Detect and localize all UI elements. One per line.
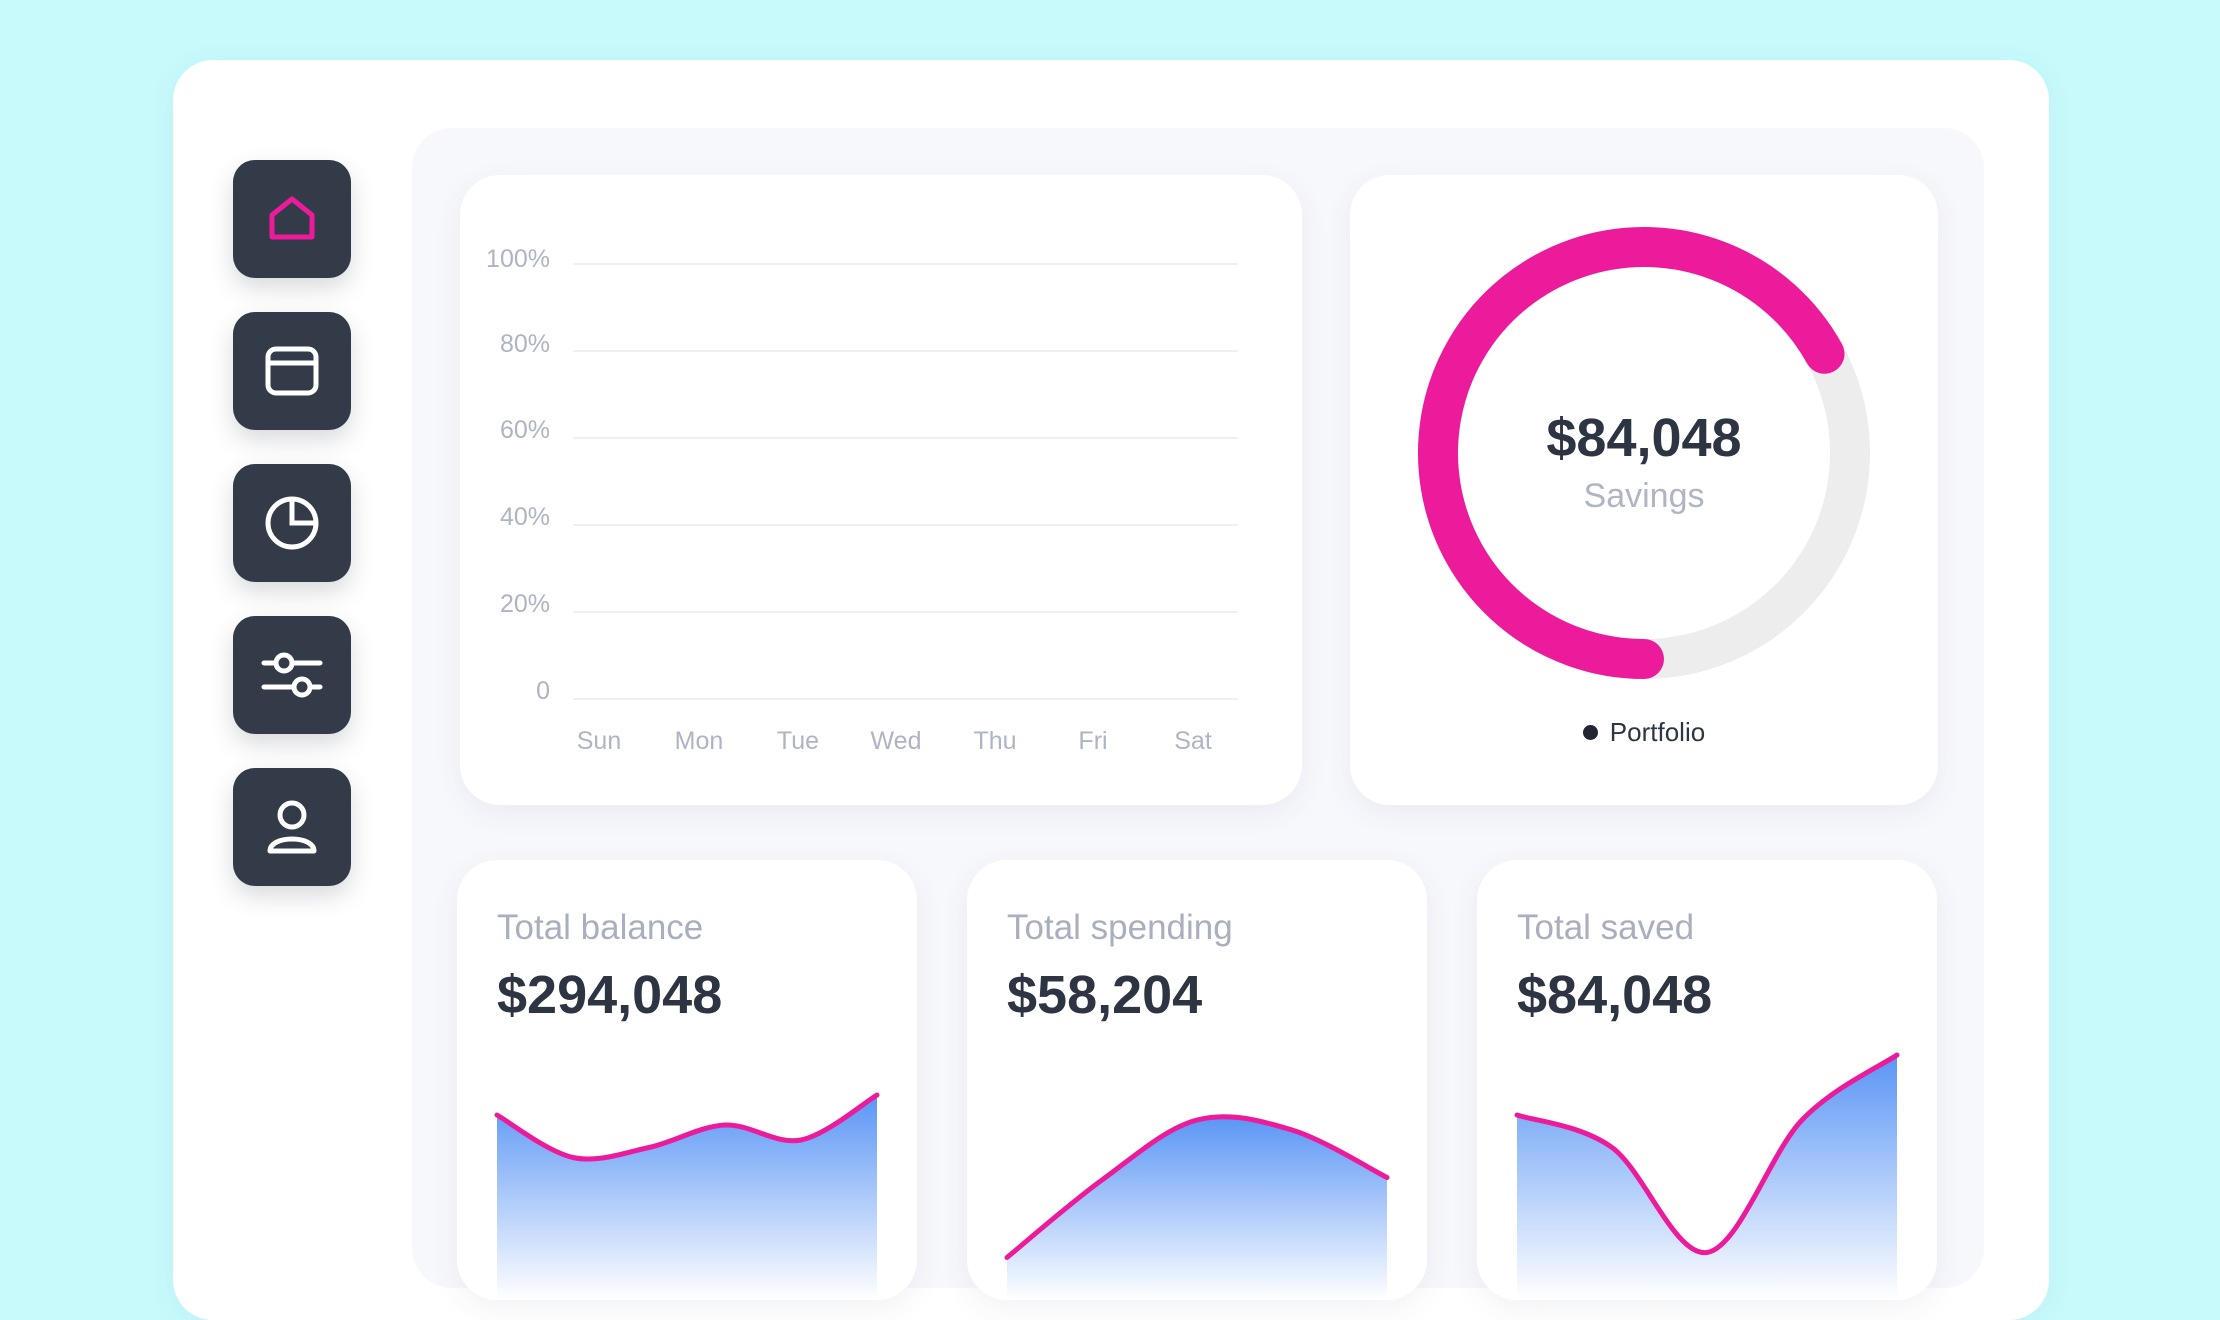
nav-reports-button[interactable]	[233, 464, 351, 582]
y-tick: 60%	[499, 416, 550, 444]
donut-legend: Portfolio	[1350, 717, 1938, 748]
x-tick: Tue	[776, 727, 820, 755]
gridline	[573, 263, 1238, 265]
total-saved-card: Total saved $84,048	[1477, 860, 1937, 1300]
nav-home-button[interactable]	[233, 160, 351, 278]
gridline	[573, 611, 1238, 613]
stat-value: $294,048	[497, 965, 723, 1025]
sparkline-line	[494, 1092, 880, 1162]
donut-slice-portfolio	[1418, 227, 1845, 679]
saved-sparkline	[1514, 1052, 1900, 1300]
sparkline-area	[1517, 1055, 1897, 1300]
x-tick: Sat	[1174, 727, 1212, 755]
x-tick: Sun	[576, 727, 622, 755]
stat-value: $84,048	[1517, 965, 1713, 1025]
stat-title: Total saved	[1517, 908, 1695, 947]
pie-chart-icon	[265, 496, 319, 550]
y-tick: 20%	[499, 590, 550, 618]
user-icon	[267, 800, 317, 854]
stat-title: Total spending	[1007, 908, 1233, 947]
nav-profile-button[interactable]	[233, 768, 351, 886]
gridline	[573, 437, 1238, 439]
spending-sparkline	[1004, 1114, 1390, 1300]
gridline	[573, 350, 1238, 352]
balance-sparkline	[494, 1092, 880, 1300]
home-icon	[269, 196, 315, 240]
gridline	[573, 698, 1238, 700]
nav-settings-button[interactable]	[233, 616, 351, 734]
savings-value: $84,048	[1546, 408, 1742, 468]
total-spending-card: Total spending $58,204	[967, 860, 1427, 1300]
sparkline-area	[1007, 1116, 1387, 1300]
y-tick: 100%	[486, 245, 550, 273]
legend-dot	[1582, 725, 1598, 740]
stat-value: $58,204	[1007, 965, 1203, 1025]
x-tick: Mon	[674, 727, 724, 755]
weekly-chart-card: 100% 80% 60% 40% 20% 0 Sun Mon Tue Wed T…	[460, 175, 1302, 805]
y-tick: 40%	[499, 503, 550, 531]
sparkline-line	[1004, 1114, 1390, 1260]
x-tick: Wed	[870, 727, 922, 755]
savings-donut-card: $84,048 Savings Portfolio	[1350, 175, 1938, 805]
nav-wallet-button[interactable]	[233, 312, 351, 430]
total-balance-card: Total balance $294,048	[457, 860, 917, 1300]
y-tick: 0	[536, 677, 550, 705]
wallet-icon	[265, 346, 319, 396]
gridline	[573, 524, 1238, 526]
legend-label-portfolio: Portfolio	[1609, 717, 1706, 747]
x-tick: Fri	[1078, 727, 1108, 755]
sparkline-area	[497, 1095, 877, 1300]
y-tick: 80%	[499, 330, 550, 358]
x-tick: Thu	[973, 727, 1017, 755]
donut-chart	[1418, 227, 1870, 679]
sliders-icon	[261, 652, 323, 698]
stat-title: Total balance	[497, 908, 704, 947]
savings-label: Savings	[1583, 477, 1705, 515]
sparkline-line	[1514, 1052, 1900, 1256]
